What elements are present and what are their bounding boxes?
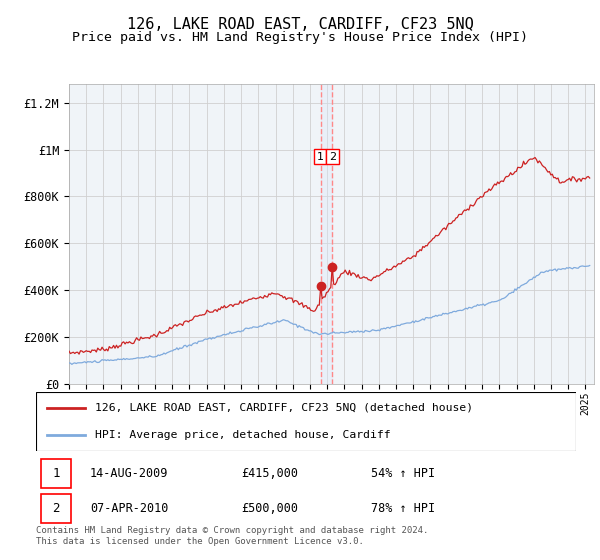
Bar [41,493,71,523]
Text: 2: 2 [53,502,60,515]
Text: Contains HM Land Registry data © Crown copyright and database right 2024.
This d: Contains HM Land Registry data © Crown c… [36,526,428,546]
Text: 126, LAKE ROAD EAST, CARDIFF, CF23 5NQ: 126, LAKE ROAD EAST, CARDIFF, CF23 5NQ [127,17,473,32]
Text: HPI: Average price, detached house, Cardiff: HPI: Average price, detached house, Card… [95,430,391,440]
Bar [320,84,332,384]
Text: £500,000: £500,000 [241,502,298,515]
Text: Price paid vs. HM Land Registry's House Price Index (HPI): Price paid vs. HM Land Registry's House … [72,31,528,44]
Text: 1: 1 [316,152,323,161]
Text: 54% ↑ HPI: 54% ↑ HPI [371,466,435,480]
Text: £415,000: £415,000 [241,466,298,480]
Text: 07-APR-2010: 07-APR-2010 [90,502,169,515]
Text: 126, LAKE ROAD EAST, CARDIFF, CF23 5NQ (detached house): 126, LAKE ROAD EAST, CARDIFF, CF23 5NQ (… [95,403,473,413]
Bar [41,459,71,488]
Text: 14-AUG-2009: 14-AUG-2009 [90,466,169,480]
Text: 1: 1 [53,466,60,480]
Text: 2: 2 [329,152,336,161]
Text: 78% ↑ HPI: 78% ↑ HPI [371,502,435,515]
